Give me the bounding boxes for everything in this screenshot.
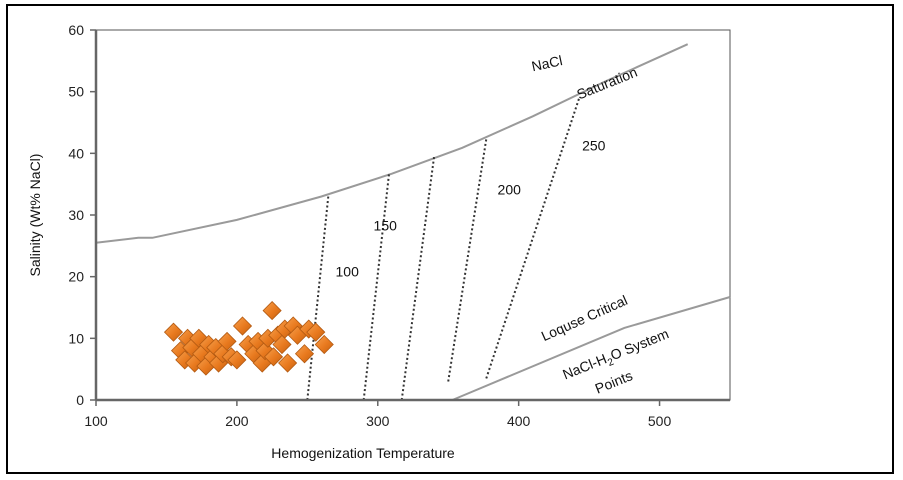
axes: 100 200 300 400 500 0 10 20 30 40 50 60: [68, 22, 730, 429]
isobars: 100 150 200 250: [306, 97, 606, 401]
critical-curve: [452, 296, 731, 401]
x-tick-label: 100: [84, 413, 108, 429]
y-tick-label: 10: [68, 330, 84, 346]
y-tick-label: 20: [68, 269, 84, 285]
isobar-line: [306, 194, 330, 401]
isobar-label: 200: [498, 182, 522, 198]
y-tick-label: 40: [68, 145, 84, 161]
x-tick-label: 200: [225, 413, 249, 429]
x-tick-label: 400: [507, 413, 531, 429]
data-point: [314, 334, 334, 355]
data-point: [217, 331, 237, 351]
saturation-label: Saturation: [574, 64, 639, 103]
isobar-label: 250: [582, 137, 606, 153]
data-point: [232, 316, 253, 336]
isobar-label: 100: [336, 264, 360, 280]
y-tick-label: 60: [68, 22, 84, 38]
isobar-label: 150: [374, 217, 398, 233]
isobar-line: [485, 97, 581, 379]
y-tick-label: 50: [68, 84, 84, 100]
y-tick-label: 0: [76, 392, 84, 408]
x-tick-label: 500: [648, 413, 672, 429]
data-point: [278, 353, 298, 373]
isobar-line: [362, 173, 391, 401]
data-point: [306, 322, 326, 342]
isobar-line: [400, 156, 436, 401]
x-tick-label: 300: [366, 413, 390, 429]
critical-label: Loquse Critical: [539, 292, 630, 344]
data-point: [263, 347, 284, 367]
saturation-curve: [95, 43, 689, 244]
y-axis-title: Salinity (Wt% NaCl): [27, 154, 43, 277]
figure-frame: [6, 4, 894, 474]
x-axis-title: Hemogenization Temperature: [271, 445, 455, 461]
isobar-line: [447, 138, 488, 382]
system-label-sub: 2: [606, 357, 616, 369]
data-point: [272, 334, 292, 355]
curves: [95, 43, 731, 401]
data-point: [262, 301, 282, 321]
data-point: [163, 322, 184, 342]
points-label: Points: [593, 367, 635, 396]
data-point: [227, 350, 247, 370]
data-points: [163, 301, 334, 376]
data-point: [294, 344, 315, 364]
y-tick-label: 30: [68, 207, 84, 223]
nacl-label: NaCl: [530, 52, 564, 74]
